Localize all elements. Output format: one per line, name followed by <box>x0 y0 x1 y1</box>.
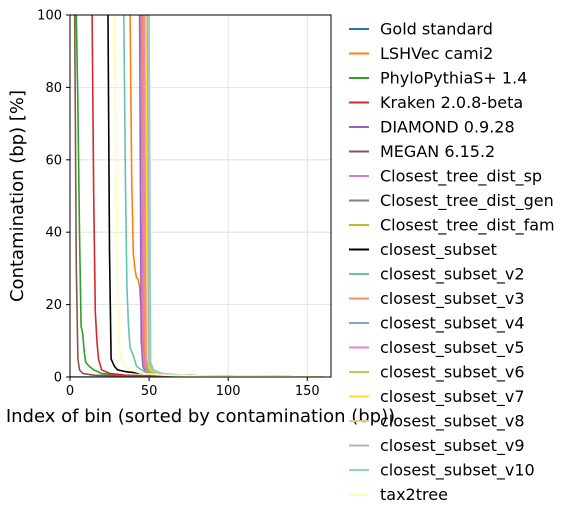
legend-label: closest_subset_v9 <box>380 436 525 456</box>
legend-item: tax2tree <box>349 485 448 504</box>
legend-label: LSHVec cami2 <box>380 44 493 63</box>
legend-item: PhyloPythiaS+ 1.4 <box>349 69 527 88</box>
plot-area: 0 50 100 150 0 20 40 60 80 100 <box>37 9 332 400</box>
legend-item: closest_subset <box>349 240 497 260</box>
x-axis-title: Index of bin (sorted by contamination (b… <box>6 406 395 427</box>
x-tick-label: 0 <box>66 384 74 399</box>
legend-label: tax2tree <box>380 485 448 504</box>
plot-background <box>70 15 331 377</box>
legend-label: Kraken 2.0.8-beta <box>380 93 523 112</box>
legend-label: closest_subset_v3 <box>380 289 525 309</box>
x-tick-label: 150 <box>295 384 320 399</box>
y-tick-label: 40 <box>45 226 62 241</box>
legend-label: closest_subset <box>380 240 497 260</box>
legend-label: PhyloPythiaS+ 1.4 <box>380 69 527 88</box>
y-tick-label: 80 <box>45 81 62 96</box>
y-tick-label: 20 <box>45 298 62 313</box>
legend-item: MEGAN 6.15.2 <box>349 142 495 161</box>
legend-item: closest_subset_v4 <box>349 314 525 334</box>
legend-item: DIAMOND 0.9.28 <box>349 118 515 137</box>
legend-item: Closest_tree_dist_sp <box>349 167 542 187</box>
legend-item: closest_subset_v3 <box>349 289 525 309</box>
legend-label: Gold standard <box>380 20 493 39</box>
legend-item: Gold standard <box>349 20 493 39</box>
legend-label: closest_subset_v2 <box>380 265 525 285</box>
legend-item: LSHVec cami2 <box>349 44 493 63</box>
series-line-megan-6-15-2 <box>73 14 324 377</box>
y-axis-title: Contamination (bp) [%] <box>7 90 28 302</box>
legend-label: closest_subset_v6 <box>380 363 525 383</box>
y-tick-label: 100 <box>37 9 62 24</box>
legend-label: closest_subset_v4 <box>380 314 525 334</box>
legend-item: Kraken 2.0.8-beta <box>349 93 523 112</box>
legend-label: DIAMOND 0.9.28 <box>380 118 515 137</box>
series-lines <box>70 14 324 377</box>
legend-label: closest_subset_v10 <box>380 461 535 481</box>
legend-item: Closest_tree_dist_fam <box>349 216 555 236</box>
legend-item: closest_subset_v9 <box>349 436 525 456</box>
x-tick-label: 50 <box>141 384 158 399</box>
legend-label: Closest_tree_dist_sp <box>380 167 542 187</box>
legend-label: MEGAN 6.15.2 <box>380 142 495 161</box>
legend-item: closest_subset_v5 <box>349 338 525 358</box>
legend-item: closest_subset_v2 <box>349 265 525 285</box>
legend-label: closest_subset_v5 <box>380 338 525 358</box>
legend-label: closest_subset_v8 <box>380 412 525 432</box>
legend-item: closest_subset_v7 <box>349 387 525 407</box>
legend: Gold standard LSHVec cami2 PhyloPythiaS+ 1… <box>349 20 555 504</box>
axis-ticks: 0 50 100 150 0 20 40 60 80 100 <box>37 9 320 400</box>
legend-item: closest_subset_v10 <box>349 461 535 481</box>
legend-item: closest_subset_v6 <box>349 363 525 383</box>
y-tick-label: 0 <box>54 371 62 386</box>
legend-item: closest_subset_v8 <box>349 412 525 432</box>
legend-label: Closest_tree_dist_gen <box>380 191 554 211</box>
plot-frame <box>69 14 332 378</box>
legend-label: Closest_tree_dist_fam <box>380 216 555 236</box>
legend-item: Closest_tree_dist_gen <box>349 191 554 211</box>
legend-label: closest_subset_v7 <box>380 387 525 407</box>
series-line-tax2tree <box>113 14 324 377</box>
x-tick-label: 100 <box>216 384 241 399</box>
y-tick-label: 60 <box>45 153 62 168</box>
